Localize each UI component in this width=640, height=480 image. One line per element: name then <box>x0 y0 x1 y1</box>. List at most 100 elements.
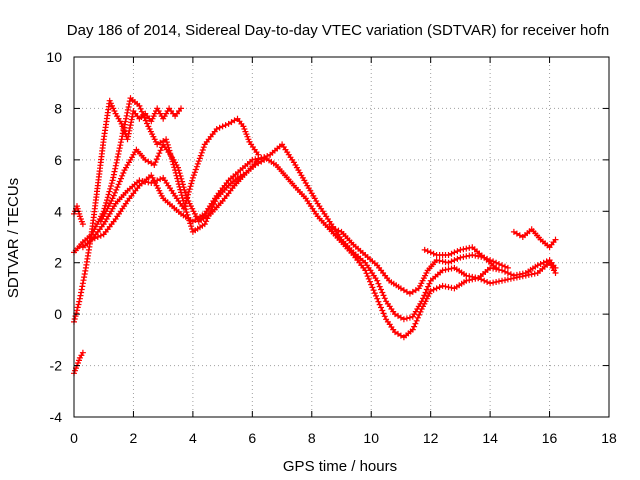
data-point <box>487 280 494 287</box>
data-point <box>249 156 256 163</box>
series-track-i <box>421 244 500 271</box>
data-point <box>138 108 145 115</box>
data-point <box>216 124 223 131</box>
data-point <box>119 130 126 137</box>
data-point <box>364 273 371 280</box>
series-track-j <box>510 226 559 251</box>
x-axis-label: GPS time / hours <box>283 458 397 475</box>
y-tick-label: -2 <box>50 358 63 374</box>
data-point <box>448 250 455 257</box>
data-point <box>543 258 550 265</box>
data-point <box>374 277 381 284</box>
data-point <box>180 184 187 191</box>
data-point <box>123 112 130 119</box>
data-point <box>369 284 376 291</box>
y-tick-label: -4 <box>50 409 63 425</box>
data-point <box>190 172 197 179</box>
data-point <box>418 298 425 305</box>
data-point <box>540 259 547 266</box>
series-track-g <box>97 141 559 323</box>
data-point <box>109 195 116 202</box>
x-tick-label: 14 <box>482 430 498 446</box>
data-point <box>181 202 188 209</box>
data-point <box>380 292 387 299</box>
data-point <box>112 189 118 196</box>
data-point <box>192 166 199 173</box>
x-tick-label: 16 <box>542 430 558 446</box>
data-point <box>120 170 127 176</box>
data-point <box>121 121 128 128</box>
data-point <box>502 268 508 275</box>
data-point <box>112 165 119 172</box>
data-point <box>421 292 428 299</box>
data-point <box>213 126 220 132</box>
data-point <box>496 261 502 267</box>
data-point <box>261 154 268 161</box>
data-point <box>326 223 333 230</box>
data-point <box>116 145 123 152</box>
data-point <box>109 177 116 184</box>
x-tick-label: 12 <box>423 430 439 446</box>
data-point <box>436 284 443 291</box>
data-point <box>119 172 126 179</box>
data-point <box>427 249 434 256</box>
data-point <box>191 169 198 176</box>
data-point <box>472 252 479 259</box>
data-point <box>411 323 418 330</box>
y-tick-label: 2 <box>54 255 62 271</box>
data-point <box>186 186 193 193</box>
data-point <box>181 187 188 193</box>
data-point <box>118 175 124 182</box>
y-tick-label: 8 <box>54 100 62 116</box>
data-point <box>409 326 416 333</box>
x-tick-label: 2 <box>130 430 138 446</box>
data-point <box>179 178 186 185</box>
data-point <box>481 277 488 284</box>
series-track-f <box>88 154 559 341</box>
data-point <box>175 164 181 171</box>
data-point <box>463 245 470 252</box>
data-point <box>112 162 119 169</box>
data-point <box>97 232 104 239</box>
data-point <box>79 349 86 356</box>
data-point <box>379 307 386 314</box>
x-tick-label: 0 <box>70 430 78 446</box>
data-point <box>106 97 113 104</box>
data-point <box>79 221 86 228</box>
data-point <box>74 307 80 314</box>
data-point <box>368 281 375 288</box>
data-point <box>104 194 111 201</box>
data-point <box>137 105 144 112</box>
data-point <box>124 136 131 143</box>
data-point <box>375 280 382 287</box>
data-point <box>74 304 81 311</box>
data-point <box>175 167 182 174</box>
data-point <box>433 285 440 292</box>
data-point <box>116 178 123 185</box>
data-point <box>151 162 158 168</box>
data-point <box>255 156 262 163</box>
data-point <box>176 170 183 177</box>
data-point <box>507 271 514 278</box>
data-point <box>442 266 449 273</box>
data-point <box>153 156 160 163</box>
data-point <box>528 271 535 278</box>
data-point <box>183 209 190 216</box>
series-track-e <box>79 115 262 251</box>
data-point <box>552 270 559 276</box>
y-axis-label: SDTVAR / TECUs <box>5 178 22 298</box>
data-point <box>504 264 511 271</box>
data-point <box>193 163 200 170</box>
data-point <box>430 286 437 293</box>
data-point <box>381 295 388 302</box>
data-point <box>430 250 437 257</box>
series-line <box>100 143 557 321</box>
data-point <box>188 180 195 187</box>
data-point <box>416 311 423 318</box>
data-point <box>199 147 206 153</box>
data-point <box>496 278 502 285</box>
data-point <box>183 192 190 199</box>
data-point <box>426 280 433 287</box>
x-tick-label: 4 <box>189 430 197 446</box>
data-point <box>113 186 120 193</box>
